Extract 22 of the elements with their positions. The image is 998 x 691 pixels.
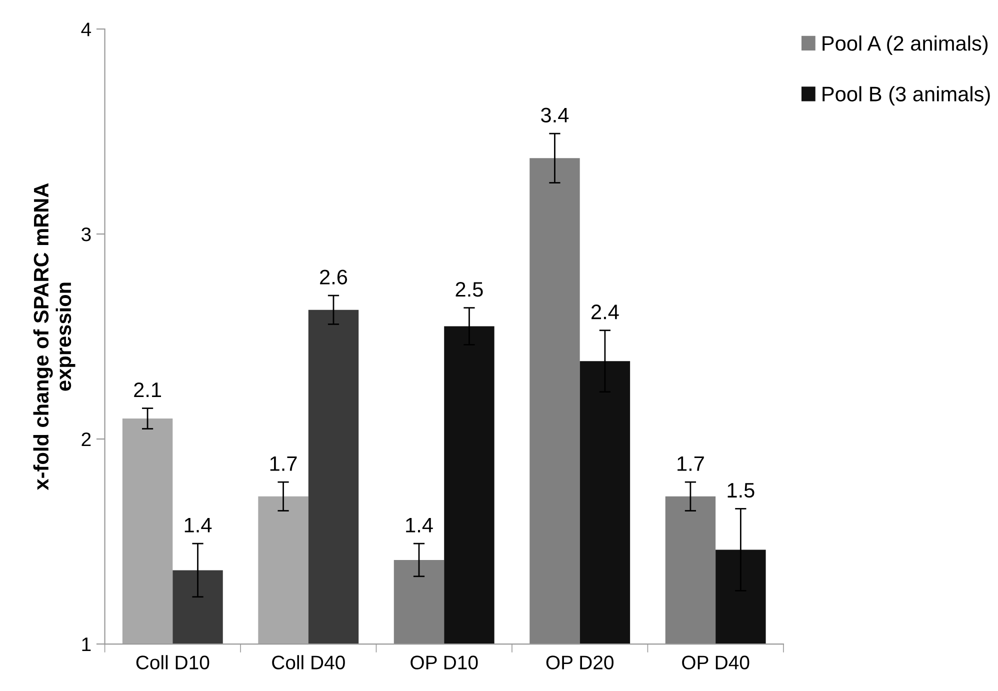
y-tick-label: 3	[82, 227, 91, 242]
data-label: 2.1	[134, 382, 162, 397]
data-label: 1.7	[678, 456, 704, 471]
data-label: 2.6	[320, 270, 348, 284]
data-label: 1.7	[270, 456, 297, 471]
legend-label: Pool B (3 animals)	[822, 86, 990, 106]
x-tick-label: OP D20	[546, 656, 614, 670]
y-axis-title: x-fold change of SPARC mRNA expression	[33, 183, 76, 490]
data-label: 1.5	[728, 483, 754, 498]
x-tick-label: Coll D40	[272, 655, 345, 670]
data-label: 1.4	[184, 518, 212, 532]
data-label: 1.4	[406, 518, 433, 532]
y-tick-label: 2	[82, 432, 91, 446]
y-tick-label: 1	[82, 638, 91, 652]
data-label: 2.5	[456, 282, 483, 297]
y-tick-label: 4	[81, 22, 92, 36]
x-tick-label: OP D40	[682, 656, 750, 670]
legend-label: Pool A (2 animals)	[822, 35, 988, 55]
data-label: 2.4	[592, 304, 619, 320]
x-tick-label: OP D10	[410, 656, 478, 670]
x-tick-label: Coll D10	[136, 655, 210, 670]
data-label: 3.4	[541, 108, 569, 123]
